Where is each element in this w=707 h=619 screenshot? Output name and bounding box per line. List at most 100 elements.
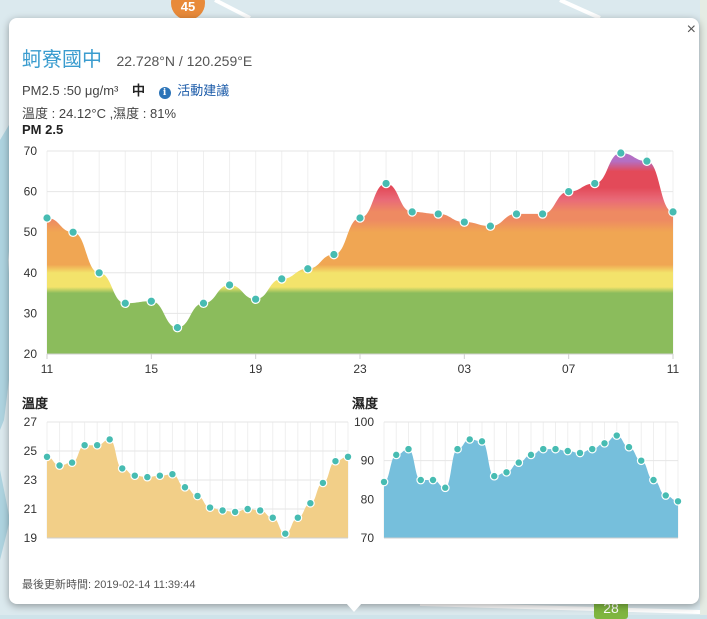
data-point[interactable]	[92, 440, 102, 450]
data-point[interactable]	[407, 207, 417, 217]
x-tick-label: 23	[353, 362, 367, 376]
data-point[interactable]	[198, 298, 209, 309]
data-point[interactable]	[331, 456, 340, 466]
data-point[interactable]	[537, 209, 548, 219]
data-point[interactable]	[329, 249, 339, 260]
last-updated: 最後更新時間: 2019-02-14 11:39:44	[22, 579, 196, 591]
data-point[interactable]	[600, 438, 609, 448]
data-point[interactable]	[661, 491, 671, 500]
data-point[interactable]	[130, 471, 140, 481]
data-point[interactable]	[668, 207, 678, 217]
data-point[interactable]	[381, 178, 391, 189]
data-point[interactable]	[193, 491, 202, 501]
data-point[interactable]	[105, 435, 115, 444]
data-point[interactable]	[230, 507, 240, 517]
pm25-chart: 20 30 40 50 60 70 11 15 19 23 03 07 11	[24, 144, 680, 376]
data-point[interactable]	[575, 448, 585, 458]
data-point[interactable]	[459, 217, 470, 227]
map-marker[interactable]: 45	[171, 0, 205, 20]
data-point[interactable]	[551, 444, 560, 454]
data-point[interactable]	[94, 268, 104, 278]
data-point[interactable]	[391, 450, 401, 460]
data-point[interactable]	[243, 504, 253, 514]
data-point[interactable]	[80, 440, 90, 450]
data-point[interactable]	[68, 227, 78, 237]
x-tick-label: 11	[667, 362, 680, 376]
pm25-value: PM2.5 :50 μg/m³	[22, 83, 119, 98]
data-point[interactable]	[172, 322, 183, 333]
data-point[interactable]	[616, 148, 626, 158]
humidity-chart-title: 濕度	[352, 396, 379, 411]
data-point[interactable]	[477, 436, 487, 446]
activity-advice-link[interactable]: 活動建議	[177, 83, 230, 98]
data-point[interactable]	[67, 458, 77, 467]
data-point[interactable]	[155, 471, 165, 481]
data-point[interactable]	[511, 209, 522, 219]
temperature-chart: 19 21 23 25 27	[24, 415, 353, 545]
data-point[interactable]	[624, 442, 634, 452]
data-point[interactable]	[428, 475, 438, 485]
data-point[interactable]	[563, 186, 574, 197]
data-point[interactable]	[55, 461, 64, 470]
site-name: 蚵寮國中	[22, 49, 102, 71]
data-point[interactable]	[440, 483, 450, 493]
data-point[interactable]	[589, 178, 600, 189]
data-point[interactable]	[612, 431, 622, 440]
data-point[interactable]	[489, 471, 499, 481]
data-point[interactable]	[224, 280, 235, 290]
data-point[interactable]	[514, 458, 524, 467]
y-tick-label: 27	[24, 415, 38, 429]
station-popup: × 蚵寮國中 22.728°N / 120.259°E PM2.5 :50 μg…	[9, 18, 699, 604]
pm25-chart-title: PM 2.5	[22, 122, 64, 137]
y-tick-label: 90	[361, 454, 375, 468]
data-point[interactable]	[416, 475, 426, 485]
x-tick-label: 15	[145, 362, 159, 376]
data-point[interactable]	[218, 506, 227, 515]
data-point[interactable]	[120, 298, 131, 309]
data-point[interactable]	[433, 209, 444, 219]
data-point[interactable]	[293, 513, 303, 523]
data-point[interactable]	[526, 450, 536, 460]
data-point[interactable]	[303, 263, 313, 274]
data-point[interactable]	[305, 498, 315, 508]
data-point[interactable]	[168, 469, 177, 479]
y-tick-label: 70	[24, 144, 38, 158]
data-point[interactable]	[343, 452, 353, 462]
data-point[interactable]	[404, 444, 413, 454]
data-point[interactable]	[563, 446, 573, 456]
data-point[interactable]	[146, 296, 157, 307]
y-tick-label: 50	[24, 225, 38, 239]
data-point[interactable]	[268, 513, 278, 523]
data-point[interactable]	[485, 221, 496, 231]
data-point[interactable]	[355, 213, 365, 223]
series-area	[47, 439, 348, 538]
popup-header: 蚵寮國中 22.728°N / 120.259°E	[22, 43, 252, 72]
data-point[interactable]	[255, 506, 265, 515]
data-point[interactable]	[502, 467, 511, 477]
data-point[interactable]	[465, 435, 475, 444]
data-point[interactable]	[205, 503, 215, 512]
data-point[interactable]	[42, 213, 52, 223]
info-icon[interactable]: i	[158, 87, 171, 99]
data-point[interactable]	[117, 464, 127, 473]
data-point[interactable]	[636, 456, 646, 466]
data-point[interactable]	[642, 156, 652, 166]
data-point[interactable]	[673, 496, 683, 506]
data-point[interactable]	[649, 475, 658, 485]
y-tick-label: 100	[354, 415, 374, 429]
data-point[interactable]	[42, 452, 52, 462]
temperature-chart-title: 溫度	[22, 396, 49, 411]
data-point[interactable]	[280, 529, 290, 539]
data-point[interactable]	[587, 444, 597, 454]
data-point[interactable]	[142, 472, 152, 482]
data-point[interactable]	[250, 294, 261, 304]
close-button[interactable]: ×	[686, 21, 696, 38]
data-point[interactable]	[180, 482, 190, 492]
y-tick-label: 23	[24, 473, 38, 487]
data-point[interactable]	[538, 444, 548, 454]
data-point[interactable]	[276, 274, 287, 284]
x-tick-label: 19	[249, 362, 263, 376]
data-point[interactable]	[453, 444, 462, 454]
data-point[interactable]	[318, 478, 328, 488]
data-point[interactable]	[379, 477, 389, 487]
